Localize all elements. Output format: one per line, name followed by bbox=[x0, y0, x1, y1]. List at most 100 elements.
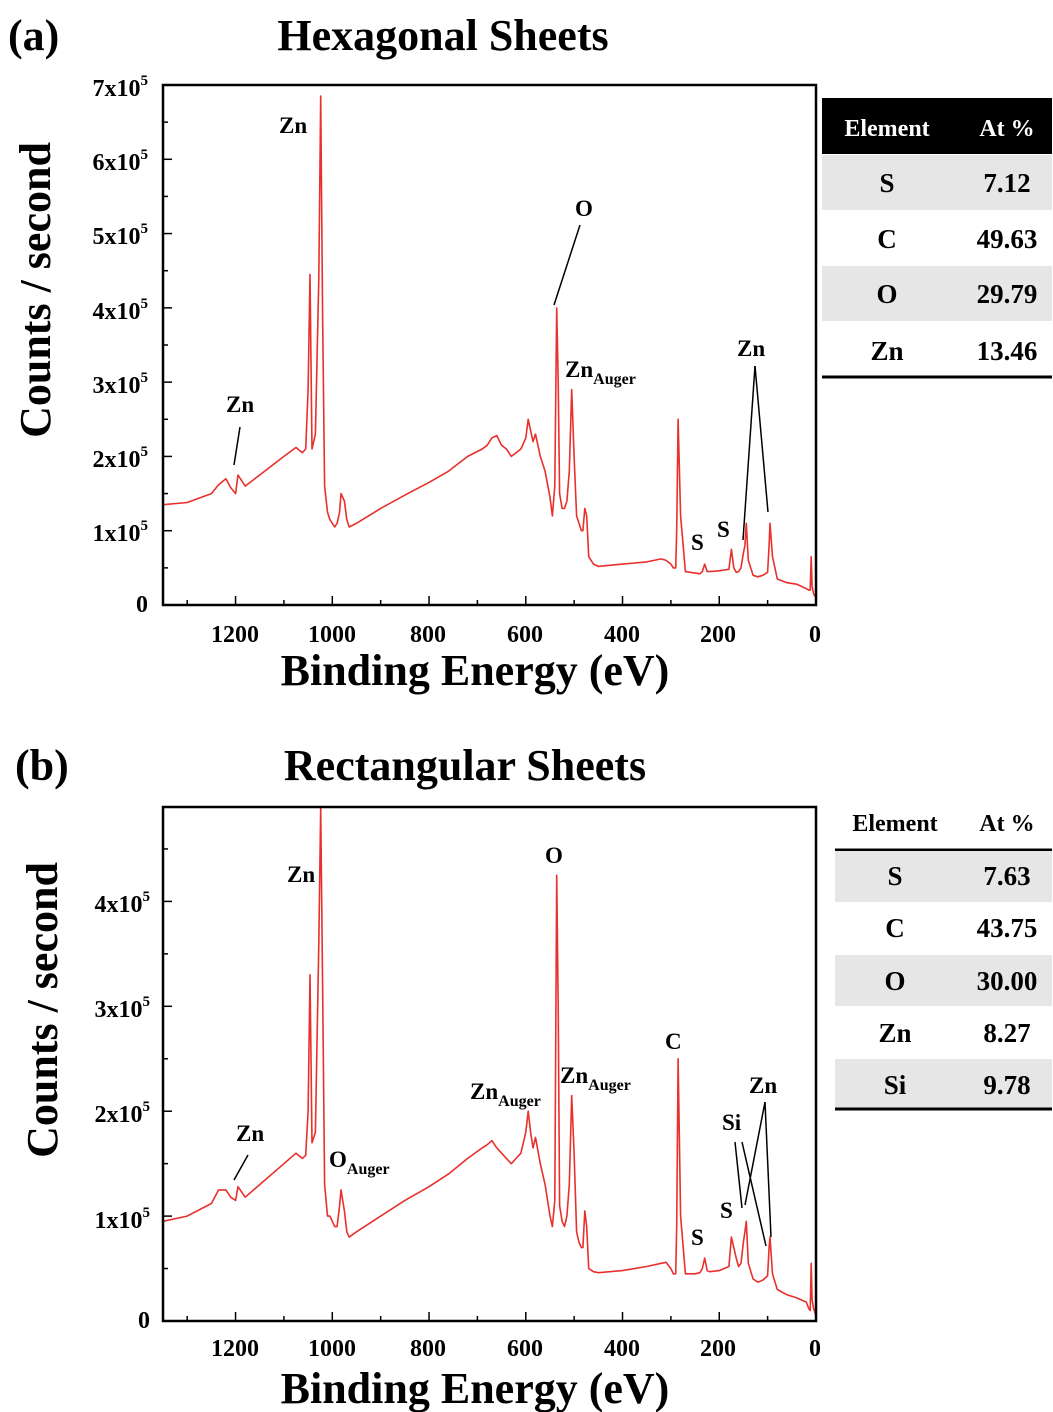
table-header bbox=[835, 797, 1052, 850]
x-tick-label: 0 bbox=[809, 622, 821, 648]
plot-frame bbox=[161, 805, 818, 1323]
x-tick-label: 400 bbox=[604, 622, 640, 648]
peak-label: O bbox=[545, 843, 563, 868]
spectrum-line bbox=[162, 95, 817, 599]
composition-table: Element At % S 7.12 C 49.63 O 29.79 Zn 1… bbox=[822, 98, 1052, 379]
y-tick-label: 5x105 bbox=[93, 221, 149, 250]
table-cell: 8.27 bbox=[983, 1018, 1030, 1048]
y-tick-label: 4x105 bbox=[93, 296, 149, 325]
y-tick-label: 3x105 bbox=[95, 994, 151, 1023]
peak-label: S bbox=[691, 530, 704, 555]
chart-title: Hexagonal Sheets bbox=[277, 11, 608, 60]
table-cell: C bbox=[885, 913, 905, 943]
panel-a: (a) Hexagonal Sheets Counts / second Bin… bbox=[8, 11, 1052, 695]
x-tick-label: 200 bbox=[700, 1336, 736, 1362]
x-tick-labels: 1200 1000 800 600 400 200 0 bbox=[211, 1336, 821, 1362]
table-cell: S bbox=[879, 168, 894, 198]
table-row-bg bbox=[822, 266, 1052, 321]
x-tick-label: 800 bbox=[410, 1336, 446, 1362]
peak-label: Zn bbox=[226, 392, 254, 417]
y-axis-label: Counts / second bbox=[18, 862, 67, 1158]
x-axis-label: Binding Energy (eV) bbox=[281, 1364, 670, 1412]
table-cell: 9.78 bbox=[983, 1070, 1030, 1100]
peak-label: Zn bbox=[287, 862, 315, 887]
table-cell: 29.79 bbox=[977, 279, 1038, 309]
table-cell: S bbox=[887, 861, 902, 891]
panel-label: (b) bbox=[15, 741, 69, 790]
x-tick-label: 1000 bbox=[308, 1336, 356, 1362]
x-tick-label: 200 bbox=[700, 622, 736, 648]
peak-label: S bbox=[717, 517, 730, 542]
composition-table: Element At % S 7.63 C 43.75 O 30.00 Zn 8… bbox=[835, 797, 1052, 1111]
chart-title: Rectangular Sheets bbox=[284, 741, 646, 790]
x-tick-label: 800 bbox=[410, 622, 446, 648]
plot-frame bbox=[161, 83, 818, 607]
peak-label: Si bbox=[722, 1110, 742, 1135]
panel-b: (b) Rectangular Sheets Counts / second B… bbox=[15, 741, 1052, 1412]
table-cell: 7.12 bbox=[983, 168, 1030, 198]
peak-label: ZnAuger bbox=[470, 1079, 541, 1110]
annotation-leaders bbox=[233, 1101, 772, 1247]
table-cell: C bbox=[877, 224, 897, 254]
table-header-cell: Element bbox=[852, 811, 937, 837]
peak-annotations: Zn Zn O ZnAuger Zn S S bbox=[226, 113, 765, 555]
panel-label: (a) bbox=[8, 11, 59, 60]
x-tick-label: 600 bbox=[507, 1336, 543, 1362]
x-tick-label: 600 bbox=[507, 622, 543, 648]
leader-line bbox=[764, 1101, 772, 1238]
y-tick-label: 1x105 bbox=[93, 518, 149, 547]
x-tick-label: 0 bbox=[809, 1336, 821, 1362]
table-header-cell: At % bbox=[979, 116, 1034, 142]
series-layer bbox=[162, 806, 817, 1317]
table-cell: 13.46 bbox=[977, 336, 1038, 366]
peak-label: Zn bbox=[279, 113, 307, 138]
peak-label: C bbox=[665, 1029, 682, 1054]
table-cell: O bbox=[876, 279, 897, 309]
series-layer bbox=[162, 95, 817, 599]
peak-label: OAuger bbox=[329, 1147, 390, 1178]
table-row-bg bbox=[822, 155, 1052, 210]
peak-annotations: Zn Zn OAuger ZnAuger O ZnAuger C S Si S … bbox=[236, 843, 777, 1250]
x-tick-label: 1000 bbox=[308, 622, 356, 648]
leader-line bbox=[553, 224, 581, 306]
y-tick-label: 2x105 bbox=[93, 444, 149, 473]
leader-line bbox=[233, 1154, 249, 1181]
table-cell: Zn bbox=[878, 1018, 911, 1048]
table-cell: Si bbox=[884, 1070, 907, 1100]
y-tick-label: 2x105 bbox=[95, 1099, 151, 1128]
annotation-leaders bbox=[233, 224, 769, 541]
table-header-cell: Element bbox=[844, 116, 929, 142]
y-tick-labels: 0 1x105 2x105 3x105 4x105 5x105 6x105 7x… bbox=[93, 73, 149, 618]
peak-label: O bbox=[575, 196, 593, 221]
table-cell: 30.00 bbox=[977, 966, 1038, 996]
peak-label: S bbox=[720, 1198, 733, 1223]
leader-line bbox=[233, 426, 241, 466]
table-header-cell: At % bbox=[979, 811, 1034, 837]
table-row-bg bbox=[835, 955, 1052, 1006]
leader-line bbox=[744, 1101, 766, 1206]
y-tick-label: 7x105 bbox=[93, 73, 149, 102]
y-tick-label: 0 bbox=[138, 1308, 150, 1334]
peak-label: ZnAuger bbox=[560, 1063, 631, 1094]
x-tick-label: 400 bbox=[604, 1336, 640, 1362]
table-cell: 49.63 bbox=[977, 224, 1038, 254]
y-tick-label: 1x105 bbox=[95, 1205, 151, 1234]
table-cell: Zn bbox=[870, 336, 903, 366]
table-row-bg bbox=[835, 1059, 1052, 1109]
y-tick-label: 4x105 bbox=[95, 889, 151, 918]
peak-label: ZnAuger bbox=[565, 357, 636, 388]
x-tick-label: 1200 bbox=[211, 622, 259, 648]
table-cell: 7.63 bbox=[983, 861, 1030, 891]
y-tick-labels: 0 1x105 2x105 3x105 4x105 bbox=[95, 889, 151, 1334]
peak-label: Zn bbox=[236, 1121, 264, 1146]
peak-label: Zn bbox=[737, 336, 765, 361]
x-tick-label: 1200 bbox=[211, 1336, 259, 1362]
peak-label: Zn bbox=[749, 1073, 777, 1098]
peak-label: S bbox=[691, 1225, 704, 1250]
table-row-bg bbox=[835, 851, 1052, 902]
table-cell: O bbox=[884, 966, 905, 996]
x-tick-labels: 1200 1000 800 600 400 200 0 bbox=[211, 622, 821, 648]
spectrum-line bbox=[162, 806, 817, 1317]
y-tick-label: 0 bbox=[136, 592, 148, 618]
table-header bbox=[822, 98, 1052, 154]
